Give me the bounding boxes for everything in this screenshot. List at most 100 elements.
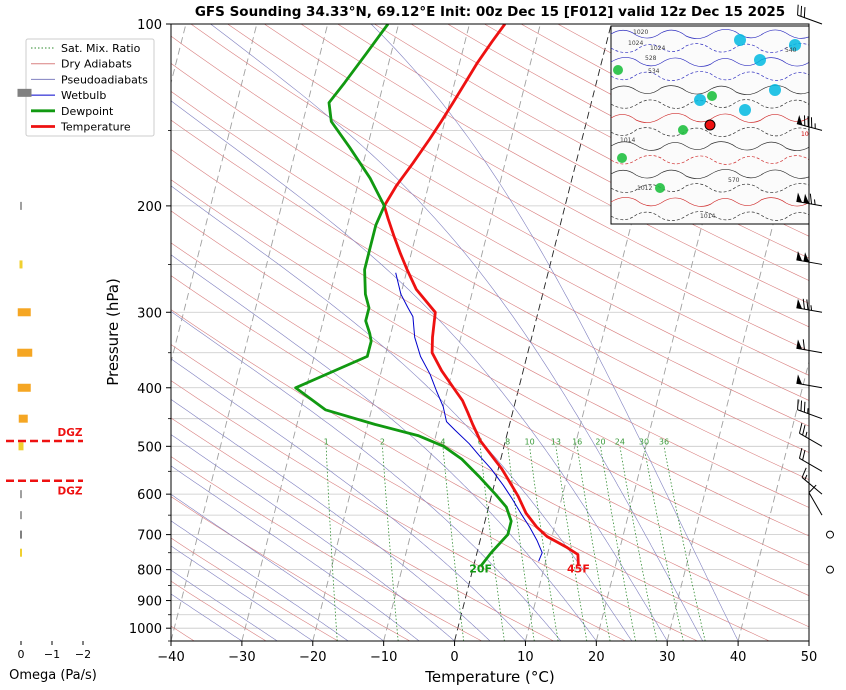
x-tick-label: 30 <box>659 650 676 665</box>
barb-half <box>814 199 816 205</box>
barb-half <box>804 474 808 480</box>
inset-isobar-label: 1024 <box>628 40 643 47</box>
inset-map-content: 1020 1024 528 534 540 1014 1012 570 1024 1014 100 <box>611 29 813 221</box>
dry-adiabat <box>171 149 809 508</box>
x-axis-label: Temperature (°C) <box>424 668 554 686</box>
inset-isobar-label: 1014 <box>620 137 635 144</box>
x-tick-label: −10 <box>370 650 397 665</box>
inset-isobar <box>611 43 809 53</box>
dry-adiabat <box>171 242 809 596</box>
y-tick-label: 400 <box>137 382 162 397</box>
inset-precip <box>789 39 801 51</box>
axes: −40 −30 −20 −10 0 10 20 30 40 5010020030040050060… <box>129 18 817 665</box>
omega-tick-label: −1 <box>44 648 60 661</box>
dry-adiabat <box>171 580 267 641</box>
mixing-ratio-label: 4 <box>440 437 445 446</box>
pseudoadiabat <box>171 358 526 641</box>
wetbulb-line <box>395 272 543 562</box>
inset-isobar <box>611 169 809 179</box>
isotherm-line <box>383 24 541 641</box>
legend-box <box>25 38 155 137</box>
inset-isobar <box>611 57 809 67</box>
barb-full <box>798 423 803 434</box>
y-tick-label: 500 <box>137 440 162 455</box>
pseudoadiabat <box>171 545 313 641</box>
barb-full <box>802 424 806 436</box>
inset-isobar <box>611 113 809 123</box>
inset-precip <box>754 54 766 66</box>
mixing-ratio-line <box>529 446 559 641</box>
barb-full <box>800 5 803 17</box>
series-lines <box>294 24 580 568</box>
dgz-label: DGZ <box>58 486 83 498</box>
inset-isobar <box>611 197 809 207</box>
chart-title: GFS Sounding 34.33°N, 69.12°E Init: 00z … <box>195 4 785 20</box>
barb-staff <box>797 14 823 25</box>
omega-bar <box>20 548 22 557</box>
omega-bar <box>20 511 22 520</box>
barb-staff <box>797 409 823 420</box>
dry-adiabat <box>190 24 809 376</box>
wind-barb <box>796 374 823 389</box>
wind-barbs <box>796 4 834 574</box>
inset-isobar-label: 100 <box>801 131 813 138</box>
wind-barb <box>796 192 823 207</box>
dgz-label: DGZ <box>58 427 83 439</box>
wind-barb <box>796 339 823 354</box>
inset-isobar-label: 528 <box>645 55 657 62</box>
barb-half <box>810 305 813 311</box>
x-tick-label: −20 <box>299 650 326 665</box>
dry-adiabat <box>264 24 809 328</box>
wind-barb <box>796 298 823 313</box>
x-tick-label: 0 <box>450 650 458 665</box>
calm-wind-circle <box>826 530 834 539</box>
barb-full <box>798 448 803 459</box>
mixing-ratio-label: 10 <box>524 437 534 446</box>
y-tick-label: 300 <box>137 306 162 321</box>
inset-isobar <box>611 211 809 221</box>
dry-adiabat <box>227 24 809 352</box>
barb-flag <box>796 114 803 126</box>
mixing-ratio-label: 13 <box>551 437 561 446</box>
y-tick-label: 100 <box>137 18 162 33</box>
freezing-isotherm <box>454 24 612 641</box>
inset-isobar-label: 1024 <box>650 45 665 52</box>
barb-full <box>800 400 803 412</box>
mixing-ratio-line <box>507 446 535 641</box>
barb-staff <box>801 477 823 495</box>
barb-half <box>805 431 808 438</box>
y-axis-label: Pressure (hPa) <box>104 278 122 386</box>
mixing-ratio-line <box>555 446 588 641</box>
barb-flag <box>796 298 803 309</box>
barb-staff <box>796 123 823 131</box>
inset-isobar-label: 1020 <box>633 29 648 36</box>
inset-precip <box>707 91 717 101</box>
omega-bar <box>18 414 28 423</box>
x-tick-label: 20 <box>588 650 605 665</box>
pseudoadiabat <box>171 100 668 641</box>
omega-bar <box>19 260 23 269</box>
dry-adiabat <box>171 456 482 641</box>
pseudoadiabat <box>171 398 491 641</box>
mixing-ratio-line <box>576 446 611 641</box>
isotherm-line <box>241 24 400 641</box>
pseudoadiabat <box>370 24 739 641</box>
inset-precip <box>613 65 623 75</box>
inset-isobar <box>611 127 809 137</box>
inset-isobar <box>611 141 809 151</box>
barb-flag <box>796 339 803 350</box>
mixing-ratio-label: 1 <box>324 437 329 446</box>
pseudoadiabat <box>171 569 278 641</box>
surface-labels: 20F 45F <box>469 562 590 575</box>
barb-full <box>803 7 806 18</box>
legend-entry: Sat. Mix. Ratio <box>61 42 141 55</box>
x-tick-label: −40 <box>157 650 184 665</box>
surface-label: 45F <box>567 562 590 575</box>
wind-barb <box>796 251 823 265</box>
inset-isobar <box>611 155 809 165</box>
barb-flag <box>803 252 810 263</box>
omega-bar <box>20 530 22 539</box>
omega-tick-label: 0 <box>18 648 25 661</box>
inset-precip <box>678 125 688 135</box>
inset-precip <box>694 94 706 106</box>
